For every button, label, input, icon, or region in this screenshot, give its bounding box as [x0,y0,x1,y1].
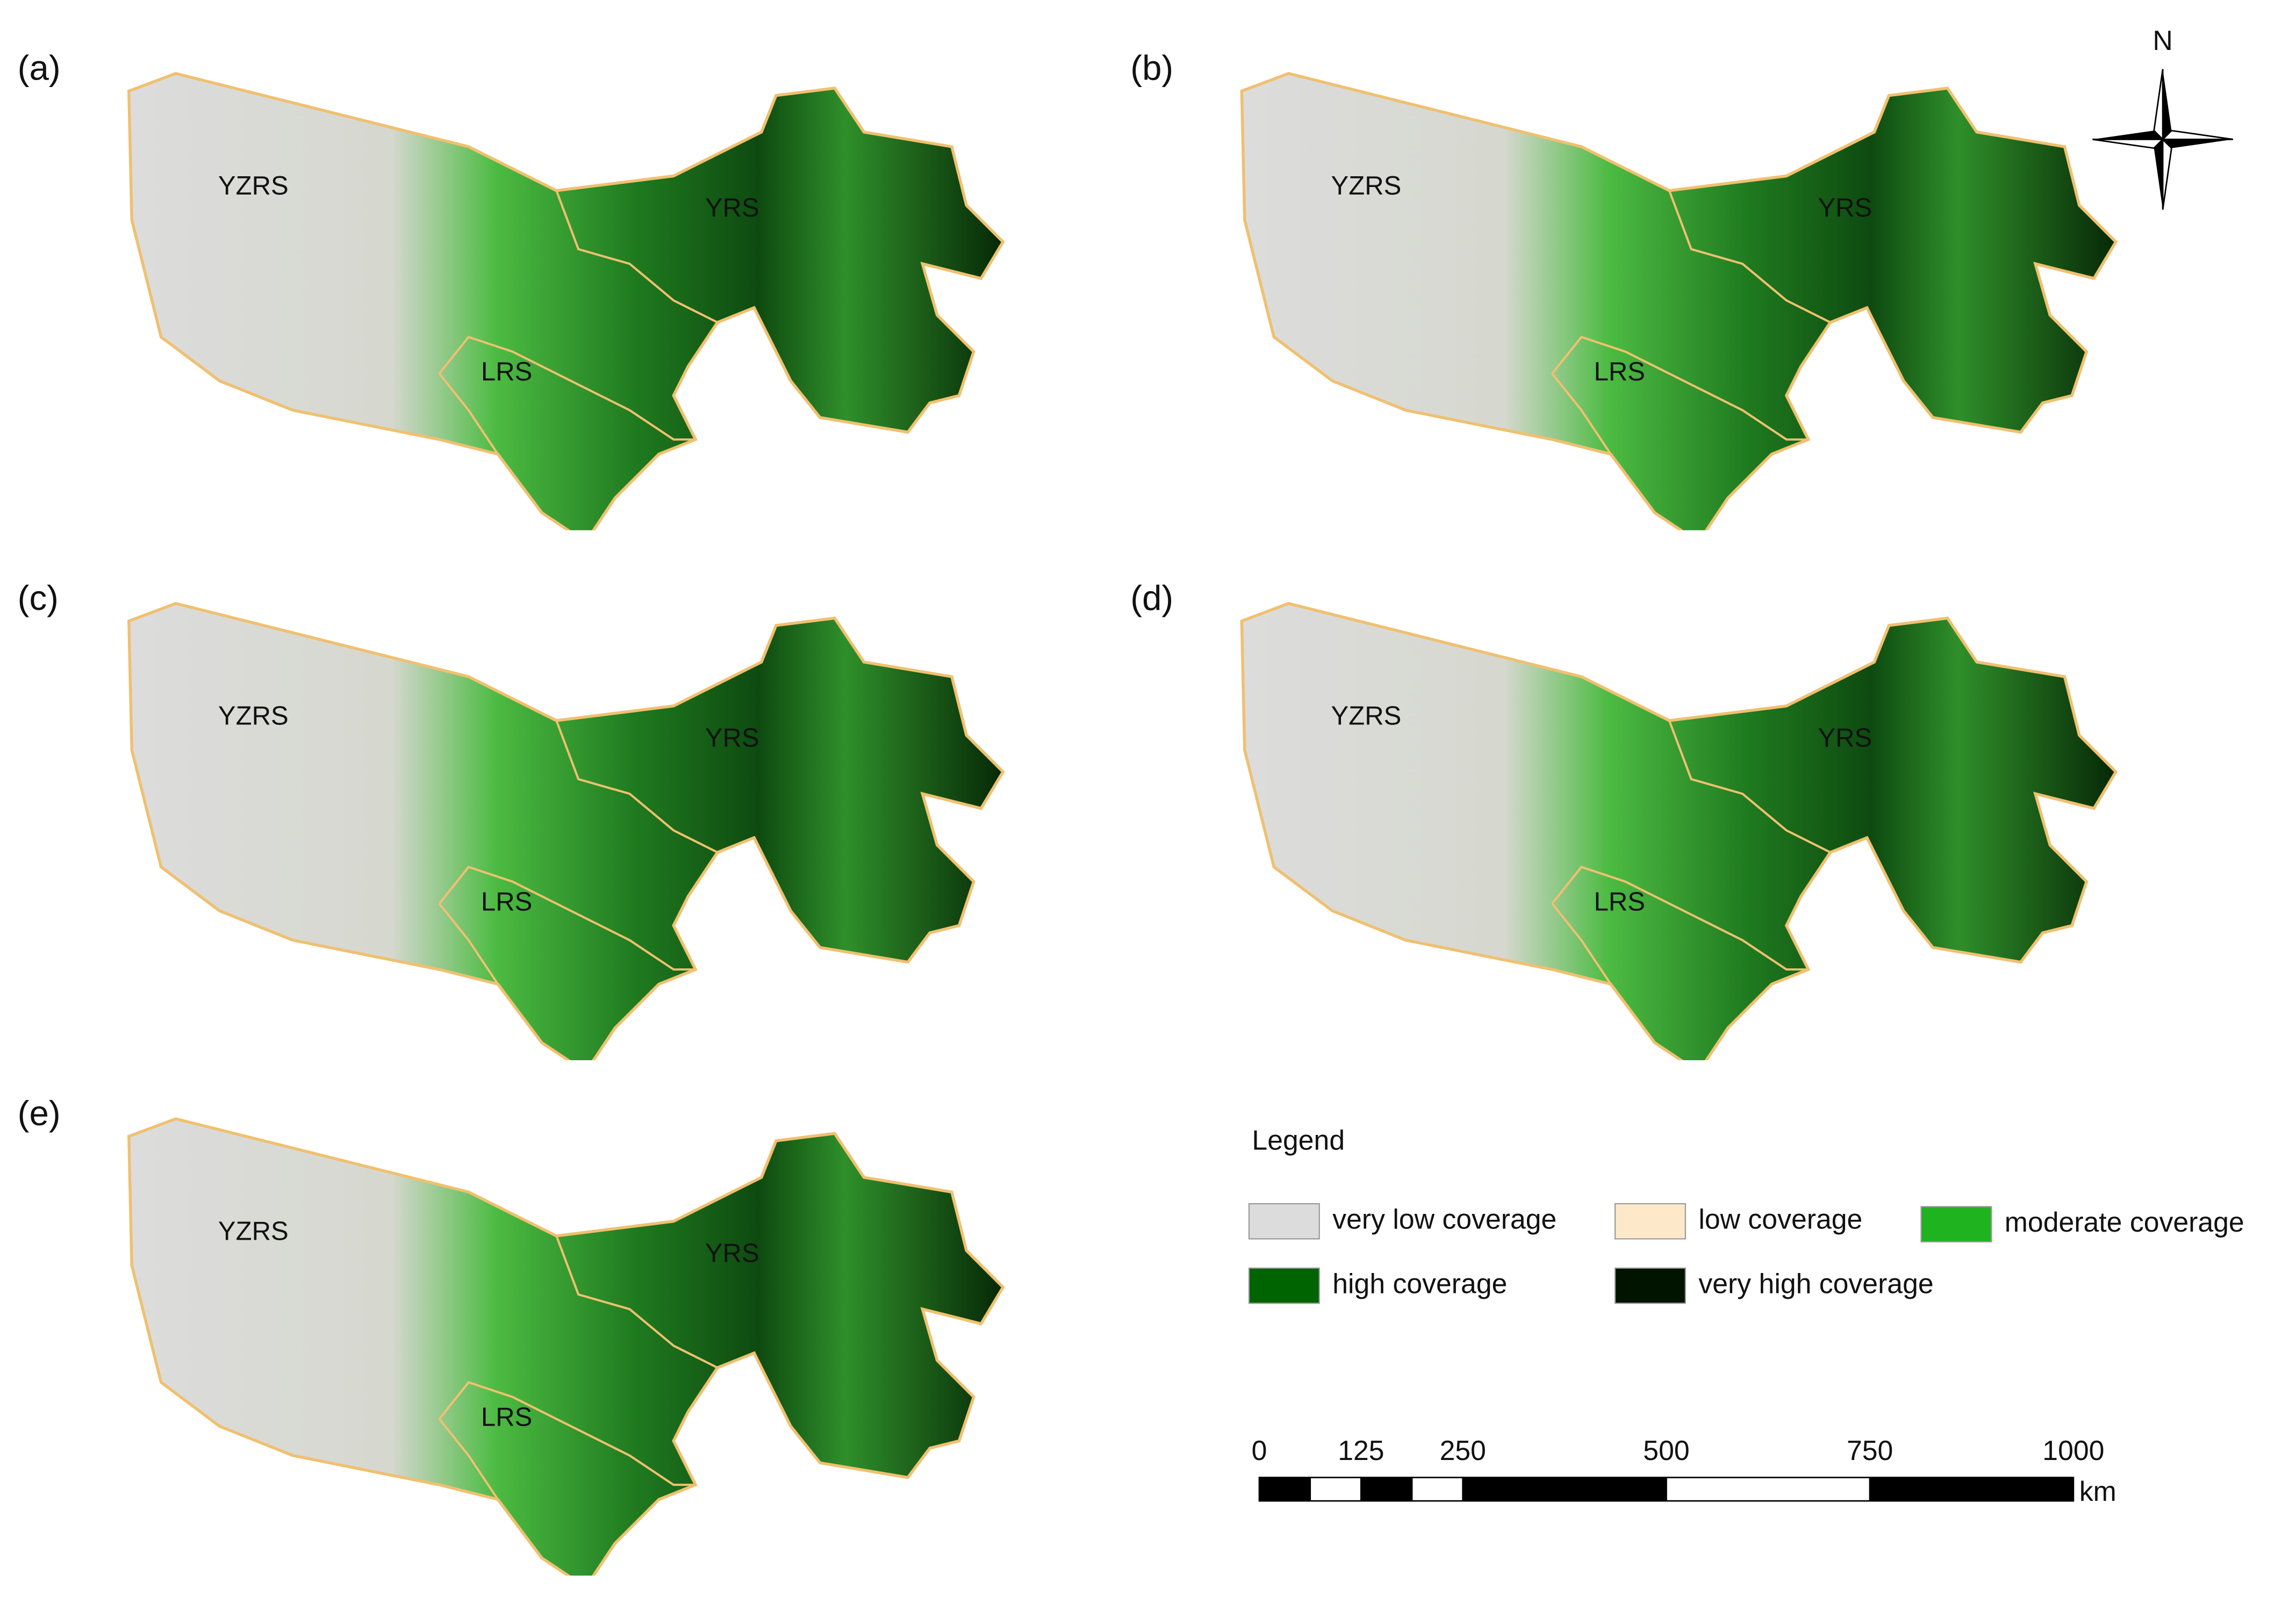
legend-swatch [1615,1203,1686,1240]
scale-tick-label: 125 [1338,1435,1384,1466]
map-panel: (d) YZRS YRS LRS [1130,578,2116,1072]
region-label: YRS [705,1239,759,1268]
scale-bar: 0 125 250 500 750 1000 km [1252,1435,2116,1507]
map-panel: (c) YZRS YRS LRS [18,578,1003,1072]
legend-swatch [1920,1206,1992,1242]
panel-label: (a) [18,48,61,88]
region-label: YZRS [218,171,289,200]
map-panel: (e) YZRS YRS LRS [18,1094,1003,1587]
scale-segment [1411,1477,1464,1502]
scale-segment [1309,1477,1362,1502]
scale-segment [1462,1477,1667,1502]
scale-tick-label: 500 [1643,1435,1689,1466]
region-label: LRS [481,357,532,386]
legend: very low coverage low coverage moderate co… [1248,1203,2244,1304]
region-label: LRS [1594,887,1645,916]
legend-swatch [1615,1267,1686,1304]
region-label: YRS [705,193,759,222]
legend-swatch [1248,1267,1320,1304]
region-label: YRS [705,723,759,752]
panel-label: (c) [18,578,59,617]
scale-segment [1258,1477,1311,1502]
region-label: LRS [481,1403,532,1432]
scale-segment [1666,1477,1871,1502]
map [1242,74,2116,542]
legend-swatch [1248,1203,1320,1240]
scale-segment [1869,1477,2075,1502]
region-label: LRS [481,887,532,916]
scale-tick-label: 0 [1252,1435,1267,1466]
legend-label: low coverage [1698,1203,1862,1234]
north-label: N [2152,25,2172,56]
legend-label: very high coverage [1698,1268,1933,1299]
region-label: LRS [1594,357,1645,386]
scale-tick-label: 750 [1847,1435,1893,1466]
panel-label: (d) [1130,578,1173,617]
panel-label: (b) [1130,48,1173,88]
scale-segment [1360,1477,1413,1502]
region-label: YZRS [1331,171,1402,200]
region-label: YZRS [218,1217,289,1246]
region-label: YZRS [218,701,289,730]
legend-label: moderate coverage [2005,1206,2244,1238]
panel-label: (e) [18,1094,61,1133]
region-label: YZRS [1331,701,1402,730]
region-label: YRS [1818,723,1872,752]
map [1242,603,2116,1072]
region-label: YRS [1818,193,1872,222]
legend-label: very low coverage [1332,1203,1556,1234]
map-panel: (b) YZRS YRS LRS [1130,48,2116,542]
map [129,74,1003,542]
map-panel: (a) YZRS YRS LRS [18,48,1003,542]
legend-label: high coverage [1332,1268,1507,1299]
maps: (a)YZRSYRSLRS(b)YZRSYRSLRS(c)YZRSYRSLRS(… [18,48,2116,1587]
scale-tick-label: 1000 [2042,1435,2104,1466]
north-arrow: N [2092,25,2234,210]
scale-tick-label: 250 [1440,1435,1486,1466]
map [129,1119,1003,1587]
legend-title: Legend [1252,1124,1345,1155]
map [129,603,1003,1072]
scale-unit: km [2079,1476,2116,1507]
